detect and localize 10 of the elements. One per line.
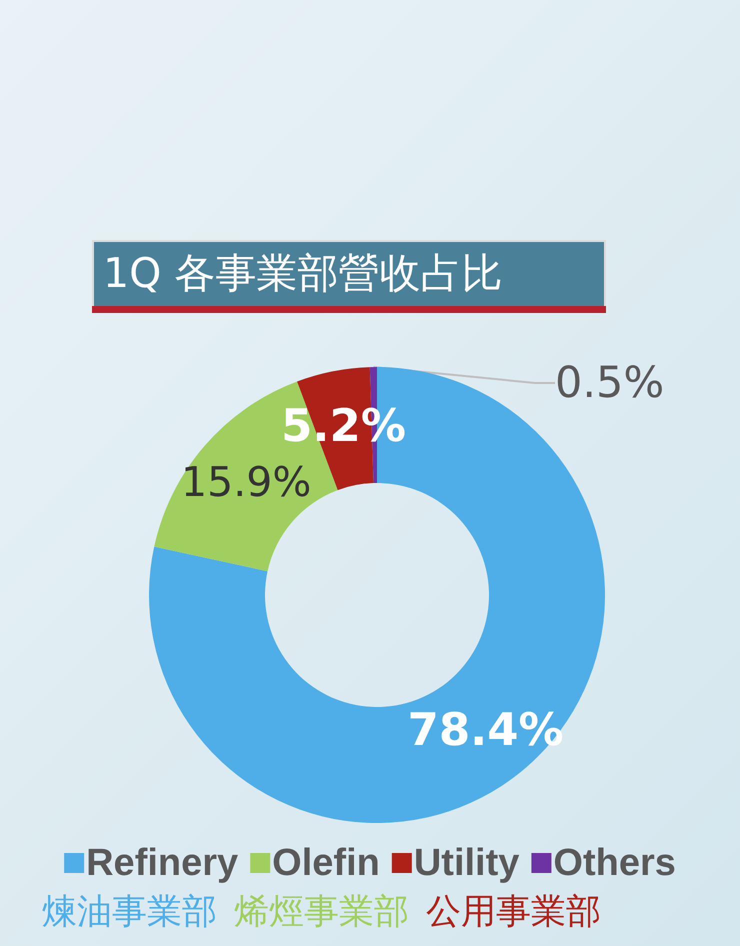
data-label: 15.9% (181, 458, 312, 506)
legend-label: Olefin (272, 842, 380, 884)
data-label: 0.5% (555, 358, 664, 408)
data-label: 78.4% (408, 703, 564, 756)
text: 公用事業部 (426, 891, 601, 933)
legend-label: Refinery (86, 842, 238, 884)
text: 烯烴事業部 (234, 891, 409, 933)
legend-label: Others (553, 842, 676, 884)
legend-label: Utility (414, 842, 520, 884)
text: 煉油事業部 (42, 891, 217, 933)
